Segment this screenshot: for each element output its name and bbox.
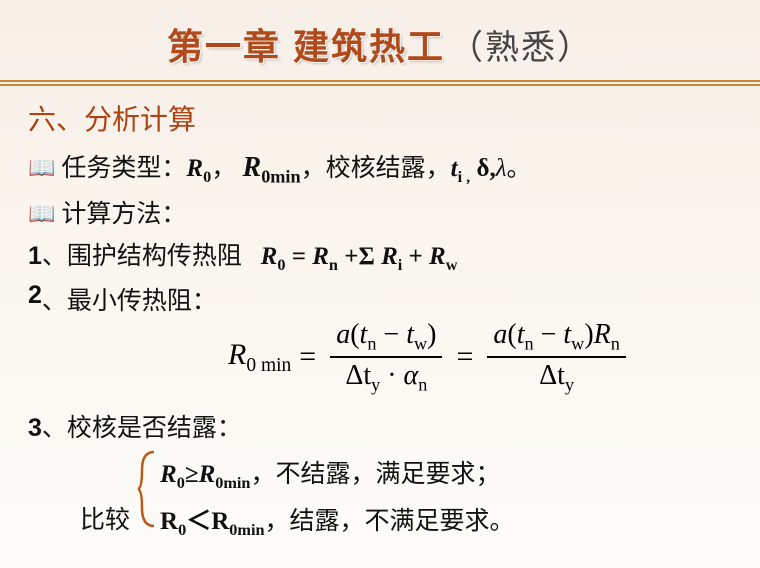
fraction-2: a(tn − tw)Rn Δty xyxy=(487,319,625,396)
method-line: 📖 计算方法： xyxy=(28,194,732,230)
chapter-title: 第一章 建筑热工 xyxy=(167,26,445,67)
slide-content: 六、分析计算 📖 任务类型： R0 ， R0min ，校核结露， ti , δ,… xyxy=(0,82,760,544)
list-number: 3 xyxy=(28,414,42,443)
book-icon: 📖 xyxy=(28,201,55,227)
title-bar: 第一章 建筑热工 （熟悉） xyxy=(0,0,760,82)
case-no-condensation: R0≥R0min，不结露，满足要求； xyxy=(160,454,515,493)
task-type-label: 任务类型： xyxy=(61,148,186,184)
sym-r0min: R0min xyxy=(243,152,301,188)
sym-lambda: λ xyxy=(496,155,507,183)
case-condensation: R0＜R0min，结露，不满足要求。 xyxy=(160,501,515,540)
method-label: 计算方法： xyxy=(61,194,186,230)
book-icon: 📖 xyxy=(28,155,55,181)
brace-group: R0≥R0min，不结露，满足要求； R0＜R0min，结露，不满足要求。 xyxy=(136,450,515,544)
item-3: 3 、校核是否结露： xyxy=(28,408,732,444)
list-number: 2 xyxy=(28,281,42,310)
formula-r0min: R0 min = a(tn − tw) Δty · αn = a(tn − tw… xyxy=(228,319,632,396)
list-number: 1 xyxy=(28,242,42,271)
chapter-note: （熟悉） xyxy=(449,30,593,67)
left-brace-icon xyxy=(136,450,158,528)
sym-delta: δ, xyxy=(476,155,495,183)
item-2: 2 、最小传热阻： xyxy=(28,281,732,317)
fraction-1: a(tn − tw) Δty · αn xyxy=(330,319,442,396)
sym-ti: ti , xyxy=(451,155,471,187)
task-type-line: 📖 任务类型： R0 ， R0min ，校核结露， ti , δ, λ 。 xyxy=(28,148,732,188)
sym-r0: R0 xyxy=(186,155,211,187)
section-heading: 六、分析计算 xyxy=(28,98,732,138)
compare-line: 比较 R0≥R0min，不结露，满足要求； R0＜R0min，结露，不满足要求。 xyxy=(28,450,732,544)
item-1: 1 、围护结构传热阻 R0 = Rn +Σ Ri + Rw xyxy=(28,236,732,275)
formula-r0-sum: R0 = Rn +Σ Ri + Rw xyxy=(261,243,458,275)
compare-label: 比较 xyxy=(80,500,130,536)
